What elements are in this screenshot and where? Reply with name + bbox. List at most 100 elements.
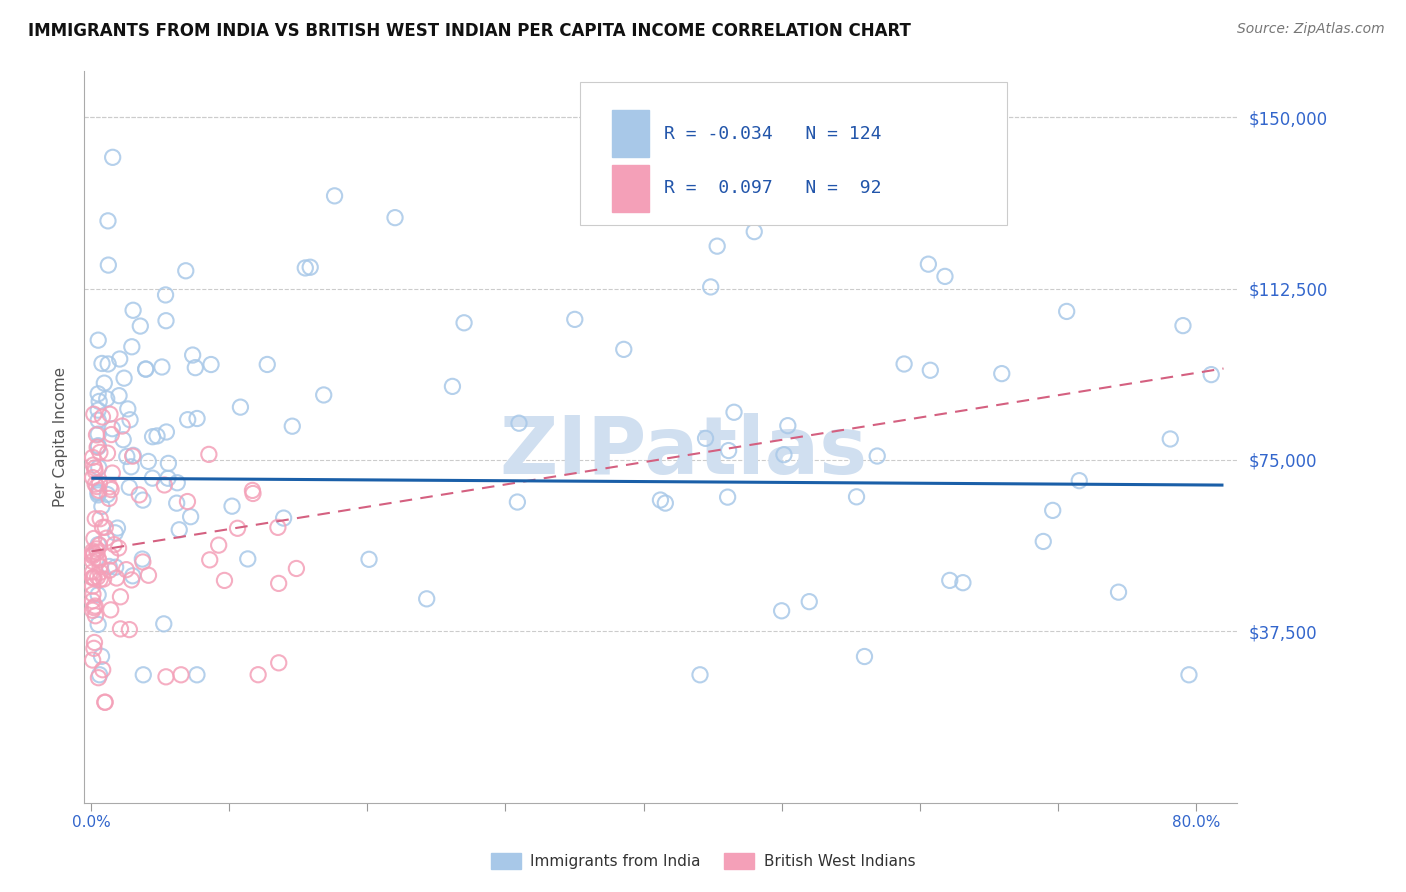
Point — [104, 560, 127, 574]
Point — [990, 367, 1012, 381]
Point — [799, 594, 821, 608]
Point — [83, 461, 105, 475]
Point — [84, 512, 107, 526]
Point — [83, 546, 105, 560]
Point — [91, 520, 114, 534]
Point — [226, 521, 249, 535]
Point — [101, 150, 124, 164]
Point — [87, 386, 110, 401]
Point — [96, 531, 118, 545]
Point — [82, 549, 104, 563]
Point — [87, 413, 110, 427]
Point — [1108, 585, 1130, 599]
Point — [90, 649, 112, 664]
Point — [198, 553, 221, 567]
Point — [87, 553, 110, 567]
Point — [89, 476, 111, 491]
Point — [453, 316, 475, 330]
Point — [152, 616, 174, 631]
Point — [94, 695, 117, 709]
Point — [87, 403, 110, 417]
Point — [1042, 503, 1064, 517]
Point — [89, 573, 111, 587]
Point — [1069, 474, 1091, 488]
Point — [89, 538, 111, 552]
Point — [115, 450, 138, 464]
Point — [174, 264, 197, 278]
Point — [273, 511, 295, 525]
Point — [939, 574, 962, 588]
Point — [112, 371, 135, 385]
Point — [84, 464, 107, 478]
Point — [86, 545, 108, 559]
Point — [128, 488, 150, 502]
Point — [82, 653, 104, 667]
Point — [136, 454, 159, 468]
Point — [110, 622, 132, 636]
Point — [920, 363, 942, 377]
Point — [82, 470, 104, 484]
Point — [83, 600, 105, 615]
Point — [689, 667, 711, 681]
Point — [186, 667, 208, 681]
Point — [91, 663, 114, 677]
Point — [267, 656, 290, 670]
Point — [86, 428, 108, 442]
Point — [155, 288, 177, 302]
Point — [87, 588, 110, 602]
Point — [84, 599, 107, 613]
Point — [1199, 368, 1222, 382]
Point — [214, 574, 236, 588]
Point — [706, 239, 728, 253]
Point — [742, 225, 765, 239]
Point — [153, 478, 176, 492]
Point — [170, 667, 193, 681]
Point — [87, 488, 110, 502]
Point — [121, 573, 143, 587]
Point — [866, 449, 889, 463]
Point — [236, 552, 259, 566]
Point — [86, 440, 108, 454]
Point — [323, 189, 346, 203]
Point — [87, 551, 110, 566]
Point — [115, 563, 138, 577]
Point — [101, 466, 124, 480]
Point — [247, 667, 270, 681]
Point — [1178, 667, 1201, 681]
Point — [893, 357, 915, 371]
Point — [441, 379, 464, 393]
Point — [654, 496, 676, 510]
Point — [87, 617, 110, 632]
Point — [98, 559, 121, 574]
Point — [89, 512, 111, 526]
Point — [770, 604, 793, 618]
Point — [132, 667, 155, 681]
Point — [150, 359, 173, 374]
Point — [89, 565, 111, 579]
Point — [120, 459, 142, 474]
Point — [108, 351, 131, 366]
Point — [135, 362, 157, 376]
Point — [176, 413, 198, 427]
Point — [87, 460, 110, 475]
Point — [613, 343, 636, 357]
Point — [105, 571, 128, 585]
Point — [82, 548, 104, 562]
FancyBboxPatch shape — [613, 165, 650, 212]
Point — [87, 427, 110, 442]
Point — [157, 456, 180, 470]
FancyBboxPatch shape — [613, 110, 650, 157]
Text: R = -0.034   N = 124: R = -0.034 N = 124 — [664, 125, 882, 143]
Point — [83, 407, 105, 421]
Point — [167, 523, 190, 537]
Point — [650, 493, 672, 508]
Point — [108, 389, 131, 403]
Point — [87, 439, 110, 453]
Point — [122, 448, 145, 462]
Point — [135, 362, 157, 376]
Point — [83, 571, 105, 585]
Point — [118, 413, 141, 427]
Point — [89, 559, 111, 574]
Point — [98, 563, 121, 577]
Text: R =  0.097   N =  92: R = 0.097 N = 92 — [664, 179, 882, 197]
